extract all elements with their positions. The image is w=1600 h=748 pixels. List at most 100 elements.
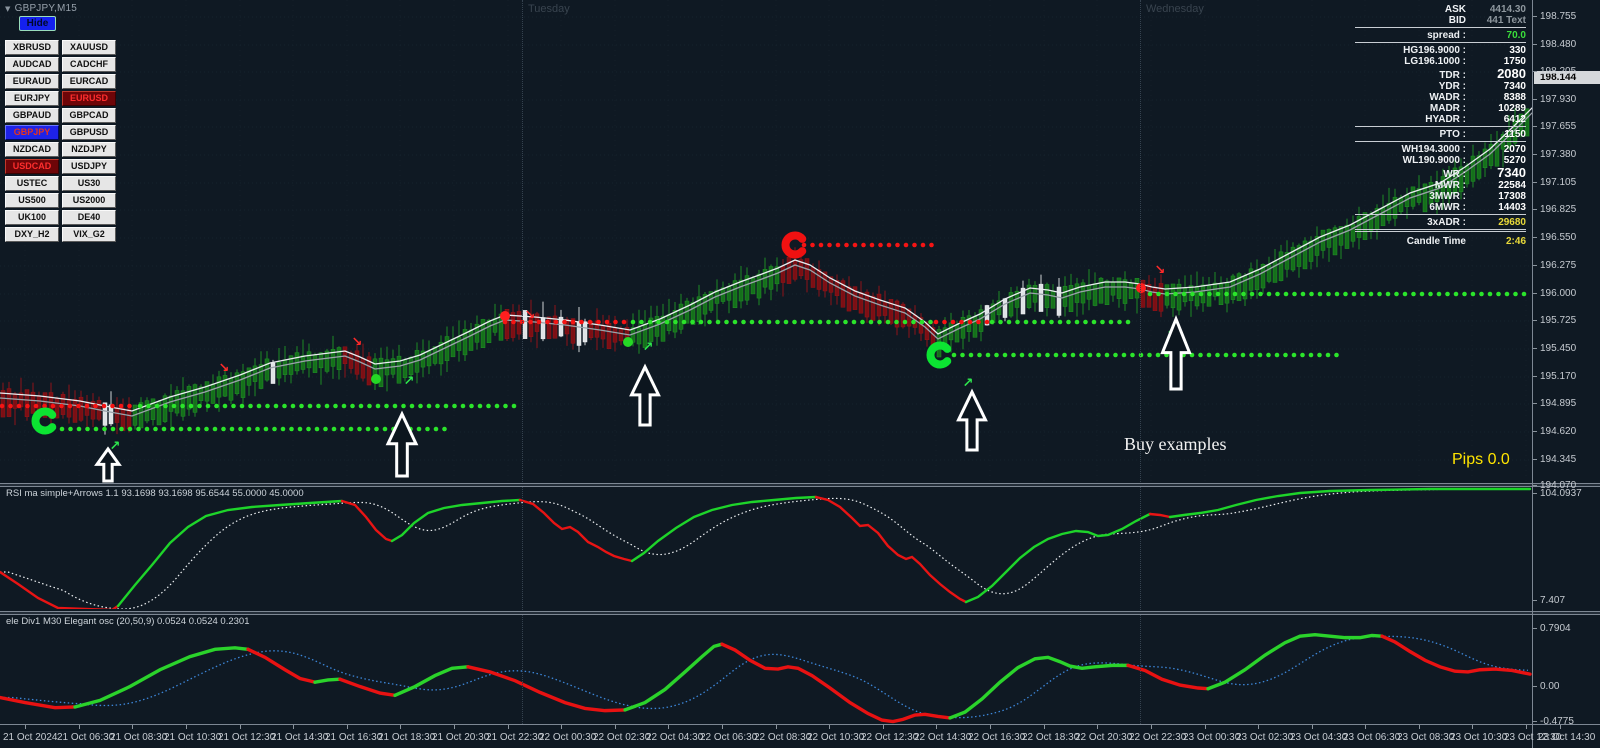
time-label: 23 Oct 12:30 [1504, 732, 1562, 743]
time-label: 22 Oct 22:30 [1129, 732, 1187, 743]
time-axis[interactable]: 21 Oct 2024 21 Oct 06:30 21 Oct 08:30 21 Oc… [0, 724, 1600, 748]
info-separator [1355, 126, 1526, 127]
buy-signal-circle [926, 341, 952, 369]
symbol-button-EURJPY[interactable]: EURJPY [5, 91, 59, 106]
chart-title: ▼ GBPJPY,M15 [5, 3, 77, 14]
price-chart-canvas[interactable]: ↗↗↗↗↗↘↘↘↘ [0, 0, 1532, 483]
pips-counter: Pips 0.0 [1452, 451, 1510, 468]
time-label: 23 Oct 14:30 [1538, 732, 1596, 743]
info-separator [1355, 214, 1526, 215]
symbol-button-EURUSD[interactable]: EURUSD [62, 91, 116, 106]
time-label: 21 Oct 14:30 [271, 732, 329, 743]
symbol-button-EURCAD[interactable]: EURCAD [62, 74, 116, 89]
osc-line-segment [623, 642, 724, 712]
symbol-button-NZDCAD[interactable]: NZDCAD [5, 142, 59, 157]
osc-line-segment [313, 677, 342, 684]
symbol-button-US500[interactable]: US500 [5, 193, 59, 208]
rsi-line-segment [116, 499, 344, 608]
time-label: 22 Oct 16:30 [968, 732, 1026, 743]
time-label: 22 Oct 20:30 [1075, 732, 1133, 743]
osc-line-segment [0, 695, 77, 710]
symbol-button-CADCHF[interactable]: CADCHF [62, 57, 116, 72]
day-label: Tuesday [528, 3, 570, 15]
symbol-button-US2000[interactable]: US2000 [62, 193, 116, 208]
rsi-signal-line [0, 488, 1528, 609]
dotted-level [801, 242, 934, 248]
signal-dot [500, 311, 510, 321]
info-row: WR :7340 [1443, 165, 1526, 180]
collapse-icon[interactable]: ▼ [5, 5, 11, 13]
price-scale[interactable]: 198.144 198.755 198.480 198.205 197.930 197.… [1532, 0, 1600, 748]
symbol-button-GBPCAD[interactable]: GBPCAD [62, 108, 116, 123]
info-separator [1355, 27, 1526, 28]
symbol-button-GBPAUD[interactable]: GBPAUD [5, 108, 59, 123]
symbol-button-USDJPY[interactable]: USDJPY [62, 159, 116, 174]
rsi-line-segment [390, 498, 522, 543]
dotted-level [933, 319, 990, 325]
dotted-level [630, 319, 933, 325]
pane-separator-1[interactable] [0, 483, 1600, 487]
symbol-button-US30[interactable]: US30 [62, 176, 116, 191]
big-up-arrow [385, 410, 419, 478]
info-row: 3xADR :29680 [1427, 217, 1526, 228]
time-label: 23 Oct 10:30 [1450, 732, 1508, 743]
symbol-button-DXY_H2[interactable]: DXY_H2 [5, 227, 59, 242]
dotted-level [502, 319, 627, 325]
symbol-button-XAUUSD[interactable]: XAUUSD [62, 40, 116, 55]
rsi-line-segment [340, 499, 394, 543]
rsi-pane-title: RSI ma simple+Arrows 1.1 93.1698 93.1698… [6, 488, 304, 499]
symbol-button-XBRUSD[interactable]: XBRUSD [5, 40, 59, 55]
info-row: LG196.1000 :1750 [1404, 56, 1526, 67]
time-label: 21 Oct 22:30 [486, 732, 544, 743]
big-up-arrow [1160, 314, 1192, 391]
mini-down-arrow-icon: ↘ [525, 308, 536, 323]
symbol-button-USDCAD[interactable]: USDCAD [5, 159, 59, 174]
big-up-arrow [629, 363, 661, 427]
dotted-level [0, 403, 132, 409]
osc-line-segment [393, 665, 470, 697]
symbol-button-UK100[interactable]: UK100 [5, 210, 59, 225]
buy-examples-annotation: Buy examples [1124, 434, 1227, 454]
mini-up-arrow-icon: ↗ [643, 340, 654, 355]
dotted-level [989, 319, 1131, 325]
symbol-button-AUDCAD[interactable]: AUDCAD [5, 57, 59, 72]
osc-line-segment [246, 647, 317, 684]
rsi-line-segment [1148, 512, 1172, 519]
time-label: 22 Oct 10:30 [807, 732, 865, 743]
pane-separator-2[interactable] [0, 611, 1600, 615]
symbol-button-GBPUSD[interactable]: GBPUSD [62, 125, 116, 140]
dotted-level [59, 426, 447, 432]
rsi-line-segment [630, 495, 818, 563]
info-row: TDR :2080 [1439, 66, 1526, 81]
symbol-button-VIX_G2[interactable]: VIX_G2 [62, 227, 116, 242]
rsi-pane-canvas[interactable] [0, 485, 1532, 609]
big-up-arrow [956, 388, 988, 452]
time-label: 21 Oct 08:30 [110, 732, 168, 743]
osc-line-segment [948, 655, 1130, 720]
dotted-level [951, 352, 1339, 358]
info-separator [1355, 42, 1526, 43]
time-label: 22 Oct 12:30 [861, 732, 919, 743]
symbol-button-NZDJPY[interactable]: NZDJPY [62, 142, 116, 157]
time-label: 21 Oct 2024 [3, 732, 58, 743]
mini-up-arrow-icon: ↗ [404, 374, 415, 389]
time-label: 21 Oct 06:30 [57, 732, 115, 743]
symbol-button-GBPJPY[interactable]: GBPJPY [5, 125, 59, 140]
time-label: 22 Oct 14:30 [914, 732, 972, 743]
time-label: 23 Oct 00:30 [1183, 732, 1241, 743]
hide-button[interactable]: Hide [19, 16, 56, 31]
time-label: 22 Oct 02:30 [593, 732, 651, 743]
symbol-button-DE40[interactable]: DE40 [62, 210, 116, 225]
rsi-line-segment [1168, 487, 1532, 519]
symbol-button-USTEC[interactable]: USTEC [5, 176, 59, 191]
time-label: 21 Oct 20:30 [432, 732, 490, 743]
osc-line-segment [720, 642, 952, 724]
candles [0, 108, 1530, 435]
time-label: 23 Oct 02:30 [1236, 732, 1294, 743]
osc-pane-canvas[interactable] [0, 613, 1532, 724]
info-row: spread :70.0 [1427, 30, 1526, 41]
info-row: WH194.3000 :2070 [1401, 144, 1526, 155]
info-panel: ASK 4414.30 BID 441 Text spread :70.0 HG196.9… [1325, 4, 1526, 247]
symbol-button-EURAUD[interactable]: EURAUD [5, 74, 59, 89]
